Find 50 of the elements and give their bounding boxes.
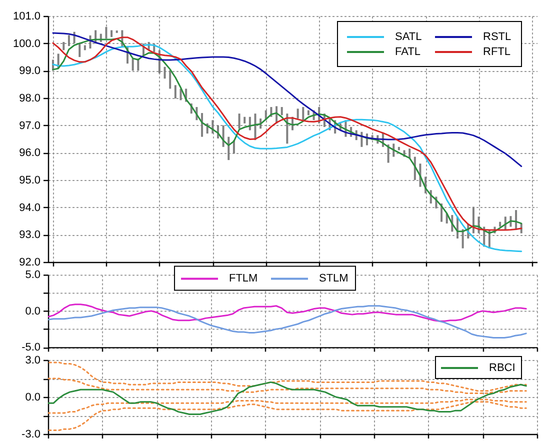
y-tick-label: 93.0 <box>19 229 40 242</box>
y-tick-label: 100.0 <box>12 38 40 50</box>
bar <box>110 30 113 38</box>
line-series <box>48 401 527 432</box>
bar <box>132 58 134 71</box>
y-tick-label: 95.0 <box>19 174 40 186</box>
y-tick-label: 98.0 <box>19 92 40 104</box>
y-tick-label: 5.0 <box>25 269 41 282</box>
y-tick-label: 0.0 <box>25 392 40 404</box>
line-series <box>48 305 527 339</box>
bar <box>307 110 310 116</box>
line-series <box>48 381 527 416</box>
line-series <box>48 304 527 322</box>
y-tick-label: -3.0 <box>22 428 40 440</box>
bar <box>68 35 70 46</box>
line-series <box>48 362 527 392</box>
bar <box>302 107 304 120</box>
bar <box>499 222 502 227</box>
bar <box>78 44 81 57</box>
bar <box>84 45 86 50</box>
bar <box>244 116 246 124</box>
bar <box>238 114 240 129</box>
legend-label: FATL <box>395 46 420 58</box>
legend-label: RBCI <box>489 362 516 374</box>
y-tick-label: 99.0 <box>19 65 40 78</box>
y-tick-label: 97.0 <box>19 120 40 132</box>
y-tick-label: -5.0 <box>22 342 41 354</box>
bar <box>296 108 299 118</box>
y-tick-label: 0.0 <box>25 305 41 318</box>
bar <box>280 107 283 116</box>
bar <box>169 70 172 89</box>
y-tick-label: 94.0 <box>19 202 40 214</box>
legend-label: RFTL <box>483 46 510 58</box>
bar <box>164 66 166 79</box>
legend-label: RSTL <box>483 31 512 43</box>
y-tick-label: 3.0 <box>25 354 40 366</box>
bar <box>116 30 118 33</box>
bar <box>105 26 108 39</box>
bar <box>398 146 400 150</box>
legend-label: SATL <box>395 31 422 43</box>
y-tick-label: 101.0 <box>12 10 40 22</box>
legend-label: FTLM <box>229 272 258 285</box>
bar <box>174 85 176 99</box>
line-series <box>52 32 522 168</box>
y-tick-label: 92.0 <box>19 256 40 268</box>
bar <box>228 136 230 160</box>
bar <box>180 88 182 100</box>
y-tick-label: 96.0 <box>19 147 40 160</box>
bar <box>462 229 464 248</box>
legend-label: STLM <box>318 272 348 285</box>
